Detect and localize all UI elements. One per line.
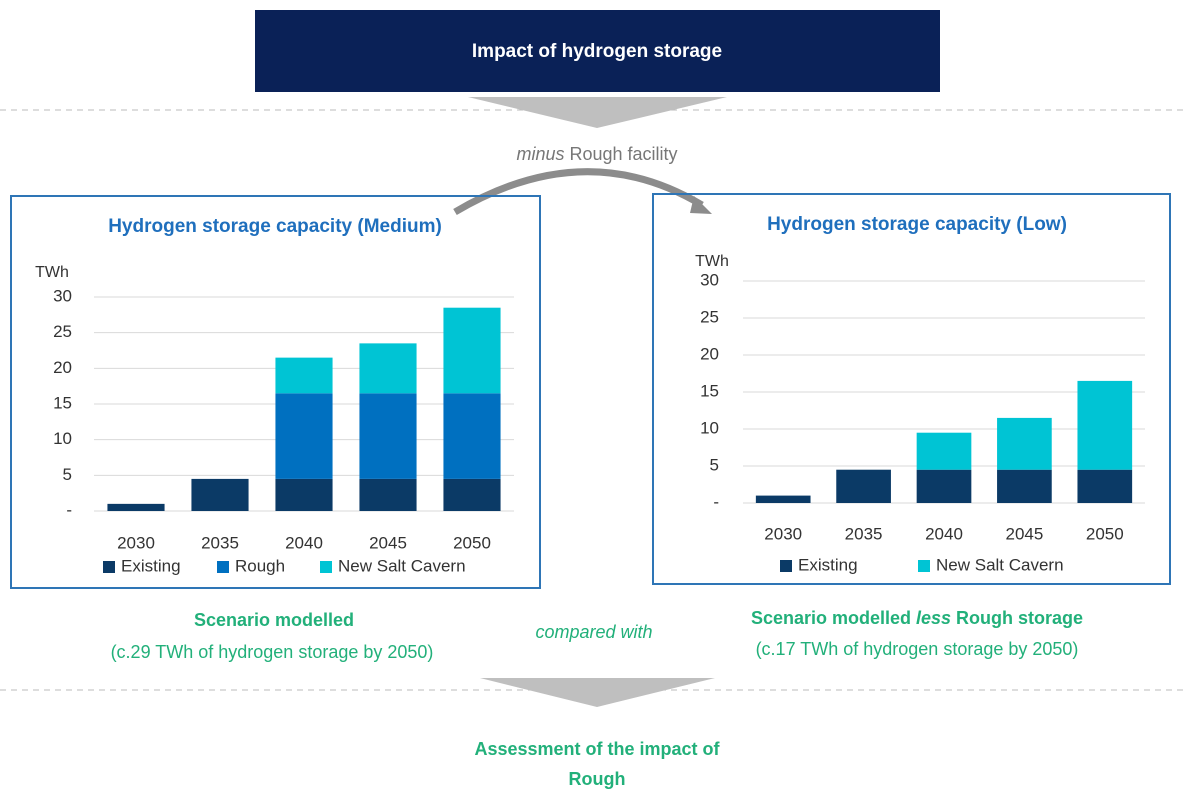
y-tick-label: 20 bbox=[700, 344, 719, 363]
bar bbox=[836, 469, 891, 503]
bar bbox=[1077, 380, 1133, 470]
curved-arrow-head bbox=[690, 196, 712, 214]
header-title: Impact of hydrogen storage bbox=[472, 41, 722, 62]
y-tick-label: - bbox=[66, 500, 72, 519]
y-tick-label: 25 bbox=[700, 307, 719, 326]
transition-prefix: minus bbox=[516, 144, 564, 164]
left-panel bbox=[10, 195, 541, 589]
x-tick-label: 2045 bbox=[1005, 524, 1043, 543]
legend-label: New Salt Cavern bbox=[936, 555, 1064, 574]
down-arrow bbox=[468, 97, 727, 128]
legend-swatch bbox=[780, 560, 792, 572]
left-caption-title: Scenario modelled bbox=[194, 610, 354, 630]
right-caption-title: Scenario modelled less Rough storage bbox=[751, 608, 1083, 628]
bar bbox=[359, 343, 417, 394]
bar bbox=[107, 503, 165, 511]
legend-swatch bbox=[217, 561, 229, 573]
bar bbox=[916, 469, 972, 503]
y-tick-label: 25 bbox=[53, 322, 72, 341]
caption-part: Rough storage bbox=[951, 608, 1083, 628]
bar bbox=[275, 357, 333, 394]
transition-text: Rough facility bbox=[564, 144, 677, 164]
bar bbox=[997, 417, 1052, 470]
y-tick-label: 5 bbox=[63, 465, 72, 484]
y-tick-label: 10 bbox=[53, 429, 72, 448]
x-tick-label: 2035 bbox=[201, 533, 239, 552]
x-tick-label: 2040 bbox=[285, 533, 323, 552]
left-caption-text: (c.29 TWh of hydrogen storage by 2050) bbox=[111, 642, 434, 662]
footer-line: Rough bbox=[569, 769, 626, 789]
bar bbox=[275, 478, 333, 511]
bar bbox=[916, 432, 972, 470]
x-tick-label: 2045 bbox=[369, 533, 407, 552]
x-tick-label: 2040 bbox=[925, 524, 963, 543]
middle-caption: compared with bbox=[535, 622, 652, 642]
bar bbox=[443, 393, 501, 479]
caption-part: Scenario modelled bbox=[751, 608, 916, 628]
transition-label: minus Rough facility bbox=[516, 144, 677, 164]
chart-title: Hydrogen storage capacity (Medium) bbox=[108, 216, 442, 237]
y-tick-label: 30 bbox=[700, 270, 719, 289]
down-arrow bbox=[480, 678, 715, 707]
y-tick-label: 20 bbox=[53, 358, 72, 377]
caption-part: less bbox=[916, 608, 951, 628]
bar bbox=[1077, 469, 1133, 503]
bar bbox=[997, 469, 1052, 503]
y-tick-label: 30 bbox=[53, 286, 72, 305]
right-panel bbox=[652, 193, 1171, 585]
bar bbox=[443, 307, 501, 394]
legend-label: Existing bbox=[798, 555, 858, 574]
bar bbox=[191, 478, 249, 511]
legend-label: Rough bbox=[235, 556, 285, 575]
bar bbox=[359, 478, 417, 511]
y-tick-label: 5 bbox=[710, 455, 719, 474]
right-caption-text: (c.17 TWh of hydrogen storage by 2050) bbox=[756, 639, 1079, 659]
legend-swatch bbox=[918, 560, 930, 572]
bar bbox=[443, 478, 501, 511]
legend-label: Existing bbox=[121, 556, 181, 575]
legend-label: New Salt Cavern bbox=[338, 556, 466, 575]
bar bbox=[359, 393, 417, 479]
bar bbox=[755, 495, 811, 503]
bar bbox=[275, 393, 333, 479]
y-tick-label: 15 bbox=[53, 393, 72, 412]
x-tick-label: 2030 bbox=[117, 533, 155, 552]
legend-swatch bbox=[320, 561, 332, 573]
y-tick-label: 15 bbox=[700, 381, 719, 400]
legend-swatch bbox=[103, 561, 115, 573]
footer-line: Assessment of the impact of bbox=[474, 739, 720, 759]
y-tick-label: 10 bbox=[700, 418, 719, 437]
y-tick-label: - bbox=[713, 492, 719, 511]
chart-title: Hydrogen storage capacity (Low) bbox=[767, 214, 1067, 235]
x-tick-label: 2050 bbox=[1086, 524, 1124, 543]
x-tick-label: 2035 bbox=[845, 524, 883, 543]
x-tick-label: 2050 bbox=[453, 533, 491, 552]
y-axis-label: TWh bbox=[695, 253, 729, 270]
y-axis-label: TWh bbox=[35, 264, 69, 281]
header-box bbox=[255, 10, 940, 92]
curved-arrow bbox=[453, 168, 704, 216]
x-tick-label: 2030 bbox=[764, 524, 802, 543]
